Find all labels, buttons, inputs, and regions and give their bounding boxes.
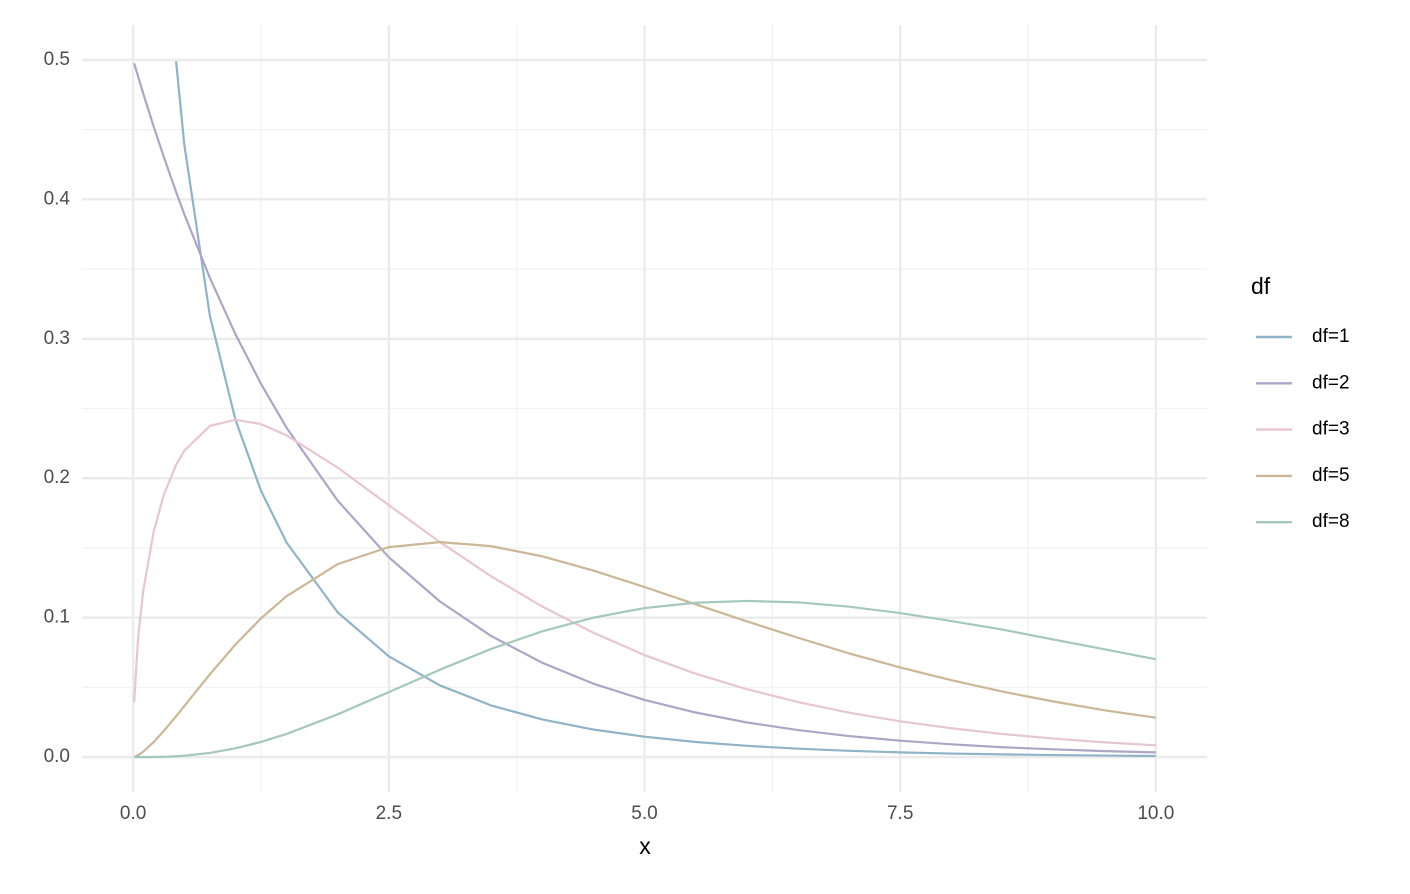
legend-label: df=3 bbox=[1312, 419, 1350, 440]
legend-title: df bbox=[1251, 273, 1271, 299]
y-tick-label: 0.3 bbox=[44, 328, 70, 349]
y-tick-label: 0.0 bbox=[44, 746, 70, 767]
series-line bbox=[134, 599, 1157, 759]
y-tick-label: 0.5 bbox=[44, 49, 70, 70]
grid bbox=[82, 25, 1207, 792]
x-tick-label: 10.0 bbox=[1137, 803, 1174, 824]
y-tick-label: 0.2 bbox=[44, 467, 70, 488]
x-tick-label: 7.5 bbox=[887, 803, 913, 824]
legend-label: df=5 bbox=[1312, 465, 1350, 486]
legend-label: df=8 bbox=[1312, 511, 1350, 532]
x-tick-label: 5.0 bbox=[631, 803, 657, 824]
series-line bbox=[133, 541, 1157, 758]
y-tick-label: 0.4 bbox=[44, 188, 71, 209]
series-line bbox=[174, 61, 1156, 758]
legend-label: df=1 bbox=[1312, 326, 1350, 347]
y-tick-label: 0.1 bbox=[44, 607, 70, 628]
x-tick-label: 2.5 bbox=[376, 803, 402, 824]
x-tick-label: 0.0 bbox=[120, 803, 146, 824]
series-line bbox=[133, 63, 1156, 754]
series-line bbox=[133, 418, 1156, 747]
legend-label: df=2 bbox=[1312, 372, 1350, 393]
x-axis-title: x bbox=[639, 833, 651, 859]
